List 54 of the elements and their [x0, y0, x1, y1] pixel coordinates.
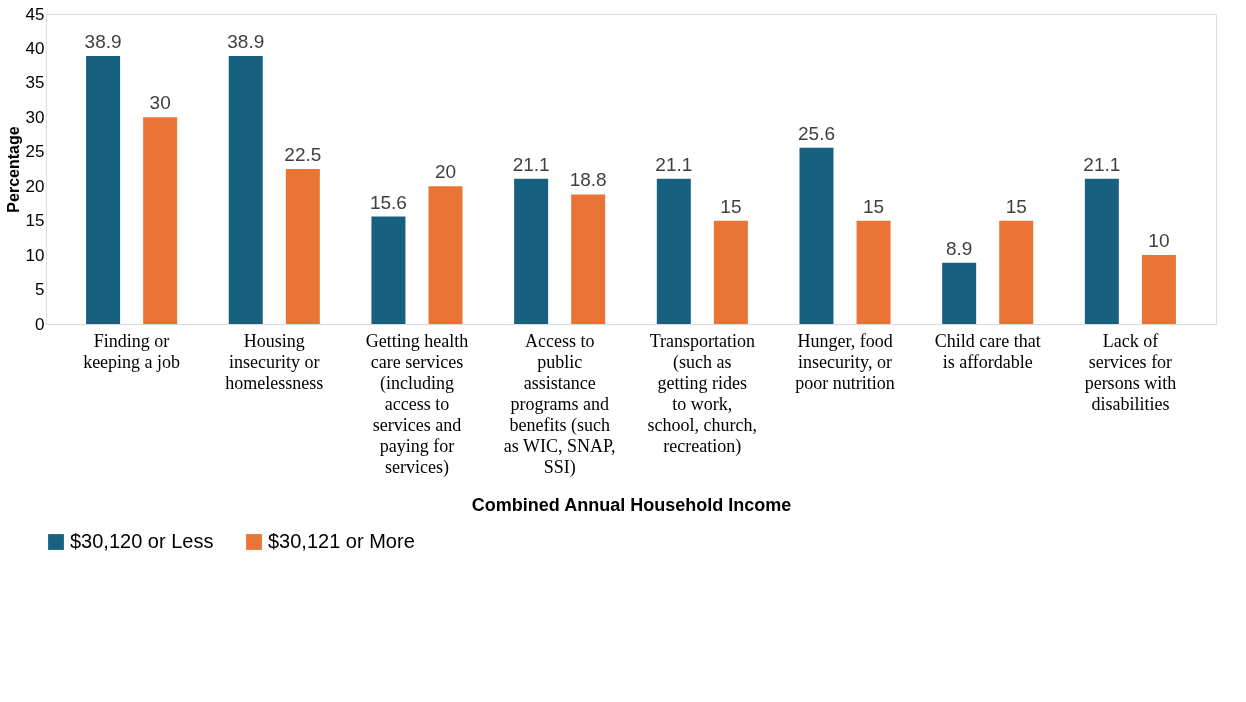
bar — [143, 117, 178, 324]
x-tick-label: Getting health care services (including access to services and paying for services) — [365, 330, 469, 478]
y-tick-label: 45 — [25, 4, 45, 24]
data-label: 21.1 — [1083, 153, 1121, 175]
bar — [371, 216, 406, 324]
bar — [999, 220, 1034, 324]
y-tick-label: 10 — [25, 245, 45, 265]
data-label: 25.6 — [798, 122, 835, 144]
x-tick-label: Access to public assistance programs and benefits (such as WIC, SNAP, SSI) — [503, 330, 616, 478]
y-tick-label: 15 — [25, 211, 45, 231]
x-axis-title: Combined Annual Household Income — [471, 494, 792, 515]
bar — [514, 178, 549, 324]
bar — [1084, 178, 1119, 324]
data-label: 18.8 — [569, 169, 607, 191]
y-axis-title: Percentage — [4, 126, 22, 213]
bar — [656, 178, 691, 324]
data-label: 21.1 — [512, 153, 550, 175]
data-label: 38.9 — [84, 31, 122, 53]
data-label: 8.9 — [945, 237, 973, 259]
y-tick-label: 20 — [25, 176, 45, 196]
x-tick-label: Child care that is affordable — [934, 330, 1041, 372]
bar — [228, 56, 263, 324]
x-tick-label: Finding or keeping a job — [83, 330, 181, 372]
y-tick-label: 5 — [35, 280, 45, 300]
bar — [713, 220, 748, 324]
bar — [799, 147, 834, 324]
data-label: 38.9 — [227, 31, 265, 53]
y-tick-label: 30 — [25, 107, 45, 127]
bar — [942, 262, 977, 324]
data-label: 10 — [1148, 230, 1170, 252]
bar — [856, 220, 891, 324]
legend-label: $30,120 or Less — [70, 530, 214, 552]
x-tick-label: Transportation (such as getting rides to work, school, church, recreation) — [647, 330, 758, 457]
y-tick-label: 0 — [35, 314, 45, 334]
data-label: 15.6 — [369, 191, 407, 213]
data-label: 20 — [434, 161, 457, 183]
bar — [1141, 255, 1176, 324]
x-tick-label: Housing insecurity or homelessness — [225, 330, 324, 393]
x-tick-label: Lack of services for persons with disabilities — [1084, 330, 1177, 414]
legend-label: $30,121 or More — [268, 530, 415, 552]
x-tick-label: Hunger, food insecurity, or poor nutrition — [795, 330, 895, 393]
data-label: 22.5 — [284, 144, 322, 165]
data-label: 21.1 — [655, 153, 693, 175]
y-tick-label: 35 — [25, 73, 45, 93]
bar — [428, 186, 463, 324]
y-tick-label: 25 — [25, 142, 45, 162]
data-label: 15 — [720, 195, 742, 217]
bar — [285, 169, 320, 324]
data-label: 15 — [862, 195, 885, 217]
data-label: 15 — [1005, 195, 1027, 217]
data-label: 30 — [149, 92, 171, 114]
bar — [571, 194, 606, 324]
bar — [86, 56, 121, 324]
y-tick-label: 40 — [25, 38, 45, 58]
